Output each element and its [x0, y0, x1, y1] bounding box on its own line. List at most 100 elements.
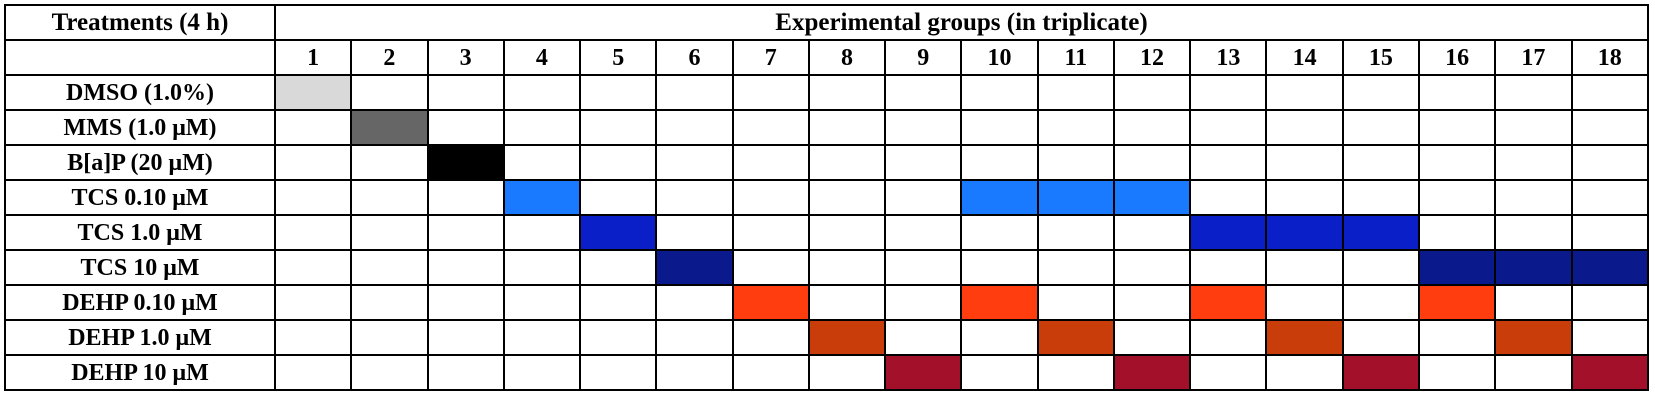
treatment-cell-empty: [1494, 144, 1573, 181]
treatment-cell-empty: [960, 109, 1039, 146]
treatment-label: B[a]P (20 μM): [4, 144, 276, 181]
treatment-cell-empty: [579, 179, 658, 216]
treatment-cell-empty: [1036, 284, 1115, 321]
treatment-cell-empty: [731, 144, 810, 181]
treatment-cell-filled: [1189, 214, 1268, 251]
table-row: MMS (1.0 μM): [4, 109, 1650, 146]
treatment-cell-filled: [502, 179, 582, 216]
treatment-cell-empty: [807, 354, 887, 391]
experimental-design-table: Treatments (4 h) Experimental groups (in…: [4, 4, 1650, 391]
treatment-cell-empty: [807, 74, 887, 111]
treatment-cell-empty: [1265, 74, 1344, 111]
treatment-cell-filled: [1112, 354, 1192, 391]
treatment-cell-filled: [1265, 214, 1344, 251]
table-row: DMSO (1.0%): [4, 74, 1650, 111]
treatment-cell-empty: [1112, 74, 1192, 111]
treatment-cell-empty: [807, 214, 887, 251]
group-number-3: 3: [426, 39, 505, 76]
treatment-cell-empty: [350, 214, 429, 251]
treatment-cell-empty: [1341, 144, 1420, 181]
treatment-cell-empty: [655, 74, 734, 111]
treatment-cell-empty: [350, 319, 429, 356]
treatment-cell-empty: [731, 319, 810, 356]
treatment-cell-empty: [273, 319, 353, 356]
treatment-cell-empty: [1189, 74, 1268, 111]
treatment-cell-filled: [1341, 354, 1420, 391]
treatment-cell-empty: [884, 284, 963, 321]
treatment-cell-empty: [579, 319, 658, 356]
treatment-cell-empty: [1570, 319, 1650, 356]
treatment-cell-empty: [579, 354, 658, 391]
treatment-cell-empty: [1570, 109, 1650, 146]
treatment-cell-empty: [1417, 109, 1497, 146]
table-row: TCS 0.10 μM: [4, 179, 1650, 216]
treatment-cell-empty: [731, 354, 810, 391]
group-number-8: 8: [807, 39, 887, 76]
treatment-cell-empty: [426, 214, 505, 251]
treatment-cell-empty: [1036, 214, 1115, 251]
treatment-cell-empty: [960, 249, 1039, 286]
treatment-cell-empty: [655, 179, 734, 216]
group-number-18: 18: [1570, 39, 1650, 76]
treatment-cell-empty: [884, 74, 963, 111]
treatment-cell-empty: [1570, 144, 1650, 181]
treatment-cell-empty: [1265, 354, 1344, 391]
treatment-cell-filled: [1417, 284, 1497, 321]
treatment-cell-empty: [1189, 354, 1268, 391]
treatment-cell-empty: [1570, 284, 1650, 321]
treatment-cell-empty: [579, 284, 658, 321]
group-number-7: 7: [731, 39, 810, 76]
treatment-cell-empty: [1417, 319, 1497, 356]
treatment-cell-empty: [1189, 144, 1268, 181]
treatment-cell-empty: [1112, 144, 1192, 181]
treatment-cell-empty: [502, 109, 582, 146]
treatment-cell-empty: [502, 74, 582, 111]
treatment-cell-filled: [1036, 179, 1115, 216]
treatment-cell-empty: [502, 354, 582, 391]
treatment-cell-empty: [807, 284, 887, 321]
treatment-cell-empty: [579, 109, 658, 146]
treatment-cell-empty: [884, 214, 963, 251]
treatment-cell-filled: [655, 249, 734, 286]
treatment-cell-empty: [960, 144, 1039, 181]
treatment-cell-empty: [426, 284, 505, 321]
group-number-10: 10: [960, 39, 1039, 76]
treatment-cell-filled: [1189, 284, 1268, 321]
treatment-cell-filled: [1494, 249, 1573, 286]
treatment-cell-filled: [960, 284, 1039, 321]
treatment-cell-empty: [731, 109, 810, 146]
treatment-cell-empty: [1417, 144, 1497, 181]
treatment-cell-filled: [273, 74, 353, 111]
treatment-cell-empty: [731, 249, 810, 286]
treatment-cell-empty: [426, 319, 505, 356]
group-number-1: 1: [273, 39, 353, 76]
treatment-cell-empty: [502, 249, 582, 286]
treatment-label: DMSO (1.0%): [4, 74, 276, 111]
group-number-2: 2: [350, 39, 429, 76]
treatment-cell-empty: [273, 179, 353, 216]
treatment-label: DEHP 0.10 μM: [4, 284, 276, 321]
treatment-cell-empty: [502, 214, 582, 251]
group-number-9: 9: [884, 39, 963, 76]
group-number-17: 17: [1494, 39, 1573, 76]
table-header-row: Treatments (4 h) Experimental groups (in…: [4, 4, 1649, 41]
treatment-cell-empty: [1570, 214, 1650, 251]
treatment-label: DEHP 10 μM: [4, 354, 276, 391]
treatment-cell-filled: [1417, 249, 1497, 286]
group-number-11: 11: [1036, 39, 1115, 76]
treatment-cell-filled: [884, 354, 963, 391]
treatment-cell-empty: [807, 109, 887, 146]
treatment-cell-filled: [807, 319, 887, 356]
treatment-cell-empty: [350, 144, 429, 181]
treatments-header: Treatments (4 h): [4, 4, 276, 41]
treatment-cell-empty: [273, 354, 353, 391]
treatment-cell-empty: [960, 74, 1039, 111]
treatment-cell-empty: [1036, 354, 1115, 391]
treatment-cell-empty: [1189, 319, 1268, 356]
treatment-cell-empty: [960, 319, 1039, 356]
treatment-cell-empty: [1494, 214, 1573, 251]
treatment-label: DEHP 1.0 μM: [4, 319, 276, 356]
treatment-cell-empty: [1112, 109, 1192, 146]
treatment-cell-empty: [426, 109, 505, 146]
treatment-cell-empty: [884, 249, 963, 286]
